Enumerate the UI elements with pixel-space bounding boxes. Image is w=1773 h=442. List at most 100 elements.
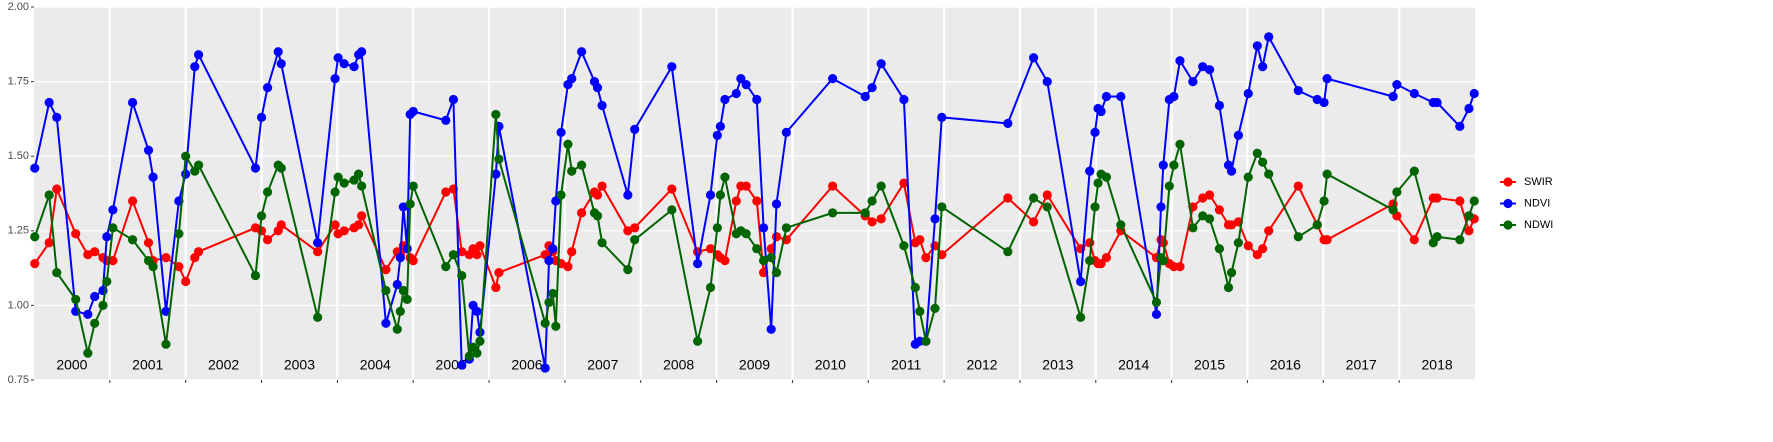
data-point [448,250,459,260]
data-point [1243,88,1253,99]
data-point [597,181,607,191]
data-point [828,181,838,191]
data-point [741,229,751,239]
data-point [705,190,716,200]
data-point [1076,276,1086,287]
data-point [876,214,886,224]
data-point [1101,172,1112,182]
data-point [867,217,877,227]
year-label: 2012 [966,357,997,373]
data-point [1312,220,1322,230]
data-point [71,294,81,305]
data-point [563,262,573,272]
data-point [256,226,267,236]
data-point [1042,190,1052,200]
legend-marker [1503,177,1513,187]
data-point [1432,193,1442,203]
data-point [551,321,561,331]
data-point [90,247,100,257]
data-point [1151,297,1162,308]
legend-label: NDVI [1524,197,1550,209]
data-point [1432,97,1442,108]
data-point [190,62,200,72]
data-point [276,220,286,230]
data-point [52,267,62,278]
data-point [276,59,286,69]
data-point [937,112,947,123]
data-point [193,50,204,60]
data-point [712,223,722,233]
data-point [576,208,587,218]
data-point [313,238,323,248]
data-point [741,181,751,191]
data-point [143,238,154,248]
data-point [1258,244,1268,254]
data-point [1116,91,1126,102]
y-tick-label: 1.00 [8,299,29,311]
data-point [1392,79,1402,90]
year-label: 2018 [1422,357,1453,373]
data-point [1003,193,1013,203]
data-point [1101,91,1112,102]
data-point [1204,65,1215,75]
data-point [1264,32,1274,42]
data-point [333,53,343,63]
y-tick-label: 2.00 [8,1,29,13]
year-label: 2003 [284,357,315,373]
data-point [276,163,286,173]
data-point [1388,205,1398,215]
data-point [339,59,349,69]
data-point [715,121,725,131]
data-point [398,285,408,296]
data-point [339,226,349,236]
data-point [475,241,485,251]
data-point [705,244,716,254]
data-point [148,262,158,272]
data-point [83,309,93,319]
data-point [876,181,886,191]
y-tick-label: 1.75 [8,76,29,88]
y-tick-label: 1.25 [8,225,29,237]
data-point [472,348,482,358]
year-label: 2014 [1118,357,1149,373]
data-point [915,306,925,316]
data-point [30,163,40,173]
year-label: 2011 [891,357,921,373]
data-point [899,241,909,251]
data-point [1293,181,1303,191]
legend-label: NDWI [1524,219,1553,231]
data-point [441,187,451,197]
data-point [181,151,191,161]
data-point [567,74,577,84]
data-point [693,259,703,269]
data-point [712,130,722,140]
data-point [576,47,587,57]
data-point [1293,232,1303,242]
data-point [1116,220,1126,230]
data-point [1464,226,1474,236]
year-label: 2010 [815,357,846,373]
data-point [1028,53,1039,63]
data-point [548,244,558,254]
data-point [930,214,940,224]
data-point [357,47,367,57]
data-point [381,285,391,296]
legend-marker [1503,220,1513,230]
data-point [1322,235,1332,245]
data-point [1156,202,1166,212]
data-point [1090,127,1100,137]
data-point [1096,106,1106,117]
data-point [402,294,412,305]
data-point [1214,244,1225,254]
data-point [457,247,467,257]
data-point [667,184,677,194]
data-point [766,324,776,334]
data-point [623,264,633,275]
data-point [494,154,504,164]
data-point [693,336,703,346]
data-point [1264,169,1274,179]
y-tick-label: 0.75 [8,374,29,386]
data-point [408,181,418,191]
data-point [551,196,561,206]
data-point [720,256,730,266]
